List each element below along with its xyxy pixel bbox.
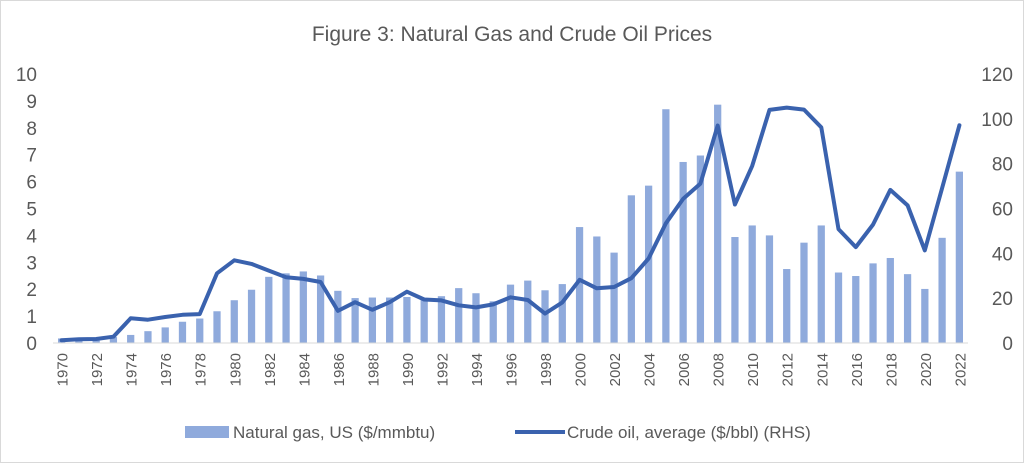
x-axis-tick-label: 1994 (469, 353, 486, 386)
left-axis-tick-label: 7 (26, 146, 37, 167)
legend: Natural gas, US ($/mmbtu) Crude oil, ave… (185, 423, 811, 442)
right-axis: 0 20 40 60 80 100 120 (981, 65, 1013, 355)
natural-gas-bar (179, 322, 186, 343)
natural-gas-bar (300, 271, 307, 343)
x-axis-tick-label: 2004 (642, 353, 659, 386)
natural-gas-bar (818, 225, 825, 343)
left-axis-tick-label: 9 (26, 92, 37, 113)
natural-gas-bar (783, 269, 790, 343)
natural-gas-bar (369, 298, 376, 343)
x-axis-tick-label: 2014 (814, 353, 831, 386)
natural-gas-bar (921, 289, 928, 343)
x-axis-tick-label: 2018 (883, 353, 900, 386)
left-axis-tick-label: 3 (26, 253, 37, 274)
x-axis-tick-label: 1982 (262, 353, 279, 386)
x-axis-tick-label: 2010 (745, 353, 762, 386)
natural-gas-bar (904, 274, 911, 343)
x-axis-tick-label: 1974 (124, 353, 141, 386)
left-axis-tick-label: 0 (26, 334, 37, 355)
natural-gas-bar (265, 277, 272, 343)
x-axis-tick-label: 1978 (193, 353, 210, 386)
x-axis-tick-label: 2008 (711, 353, 728, 386)
natural-gas-bar (334, 291, 341, 343)
natural-gas-bar (869, 263, 876, 343)
natural-gas-bar (749, 225, 756, 343)
natural-gas-bar (472, 293, 479, 343)
natural-gas-bar (524, 281, 531, 343)
x-axis: 1970 1972 1974 1976 1978 1980 1982 1984 1986 1988… (55, 353, 970, 386)
natural-gas-bar (680, 162, 687, 343)
natural-gas-bar (835, 273, 842, 343)
x-axis-tick-label: 1972 (89, 353, 106, 386)
natural-gas-bars (58, 105, 963, 343)
natural-gas-bar (455, 288, 462, 343)
natural-gas-bar (490, 301, 497, 343)
x-axis-tick-label: 2006 (676, 353, 693, 386)
natural-gas-bar (852, 276, 859, 343)
natural-gas-bar (507, 285, 514, 343)
natural-gas-bar (887, 258, 894, 343)
natural-gas-bar (144, 331, 151, 343)
right-axis-tick-label: 40 (992, 244, 1013, 265)
natural-gas-bar (127, 335, 134, 343)
left-axis-tick-label: 2 (26, 280, 37, 301)
x-axis-tick-label: 2002 (607, 353, 624, 386)
x-axis-tick-label: 1986 (331, 353, 348, 386)
right-axis-tick-label: 20 (992, 289, 1013, 310)
legend-swatch-natural-gas (185, 426, 229, 438)
natural-gas-bar (162, 327, 169, 343)
natural-gas-bar (956, 172, 963, 343)
x-axis-tick-label: 1984 (296, 353, 313, 386)
x-axis-tick-label: 1998 (538, 353, 555, 386)
natural-gas-bar (213, 311, 220, 343)
natural-gas-bar (610, 253, 617, 343)
natural-gas-bar (438, 296, 445, 343)
left-axis-tick-label: 6 (26, 173, 37, 194)
left-axis-tick-label: 1 (26, 307, 37, 328)
chart-title: Figure 3: Natural Gas and Crude Oil Pric… (312, 23, 712, 46)
natural-gas-bar (800, 243, 807, 343)
legend-label-crude-oil: Crude oil, average ($/bbl) (RHS) (567, 423, 811, 442)
x-axis-tick-label: 2016 (849, 353, 866, 386)
right-axis-tick-label: 120 (981, 65, 1013, 86)
left-axis-tick-label: 10 (16, 65, 37, 86)
x-axis-tick-label: 2012 (780, 353, 797, 386)
natural-gas-bar (231, 300, 238, 343)
natural-gas-bar (731, 237, 738, 343)
natural-gas-bar (766, 235, 773, 343)
natural-gas-bar (403, 297, 410, 343)
legend-label-natural-gas: Natural gas, US ($/mmbtu) (233, 423, 435, 442)
left-axis-tick-label: 5 (26, 200, 37, 221)
x-axis-tick-label: 1970 (55, 353, 72, 386)
left-axis-tick-label: 8 (26, 119, 37, 140)
natural-gas-bar (282, 273, 289, 343)
natural-gas-bar (559, 284, 566, 343)
x-axis-tick-label: 1996 (504, 353, 521, 386)
x-axis-tick-label: 1990 (400, 353, 417, 386)
left-axis: 0 1 2 3 4 5 6 7 8 9 10 (16, 65, 38, 355)
right-axis-tick-label: 60 (992, 200, 1013, 221)
natural-gas-bar (421, 299, 428, 343)
right-axis-tick-label: 0 (1002, 334, 1013, 355)
x-axis-tick-label: 2020 (918, 353, 935, 386)
natural-gas-bar (628, 195, 635, 343)
natural-gas-bar (541, 290, 548, 343)
natural-gas-bar (196, 319, 203, 343)
natural-gas-bar (248, 290, 255, 343)
left-axis-tick-label: 4 (26, 226, 37, 247)
x-axis-tick-label: 1992 (434, 353, 451, 386)
x-axis-tick-label: 2000 (573, 353, 590, 386)
x-axis-tick-label: 2022 (952, 353, 969, 386)
x-axis-tick-label: 1988 (365, 353, 382, 386)
right-axis-tick-label: 100 (981, 110, 1013, 131)
x-axis-tick-label: 1980 (227, 353, 244, 386)
natural-gas-bar (938, 238, 945, 343)
right-axis-tick-label: 80 (992, 155, 1013, 176)
x-axis-tick-label: 1976 (158, 353, 175, 386)
